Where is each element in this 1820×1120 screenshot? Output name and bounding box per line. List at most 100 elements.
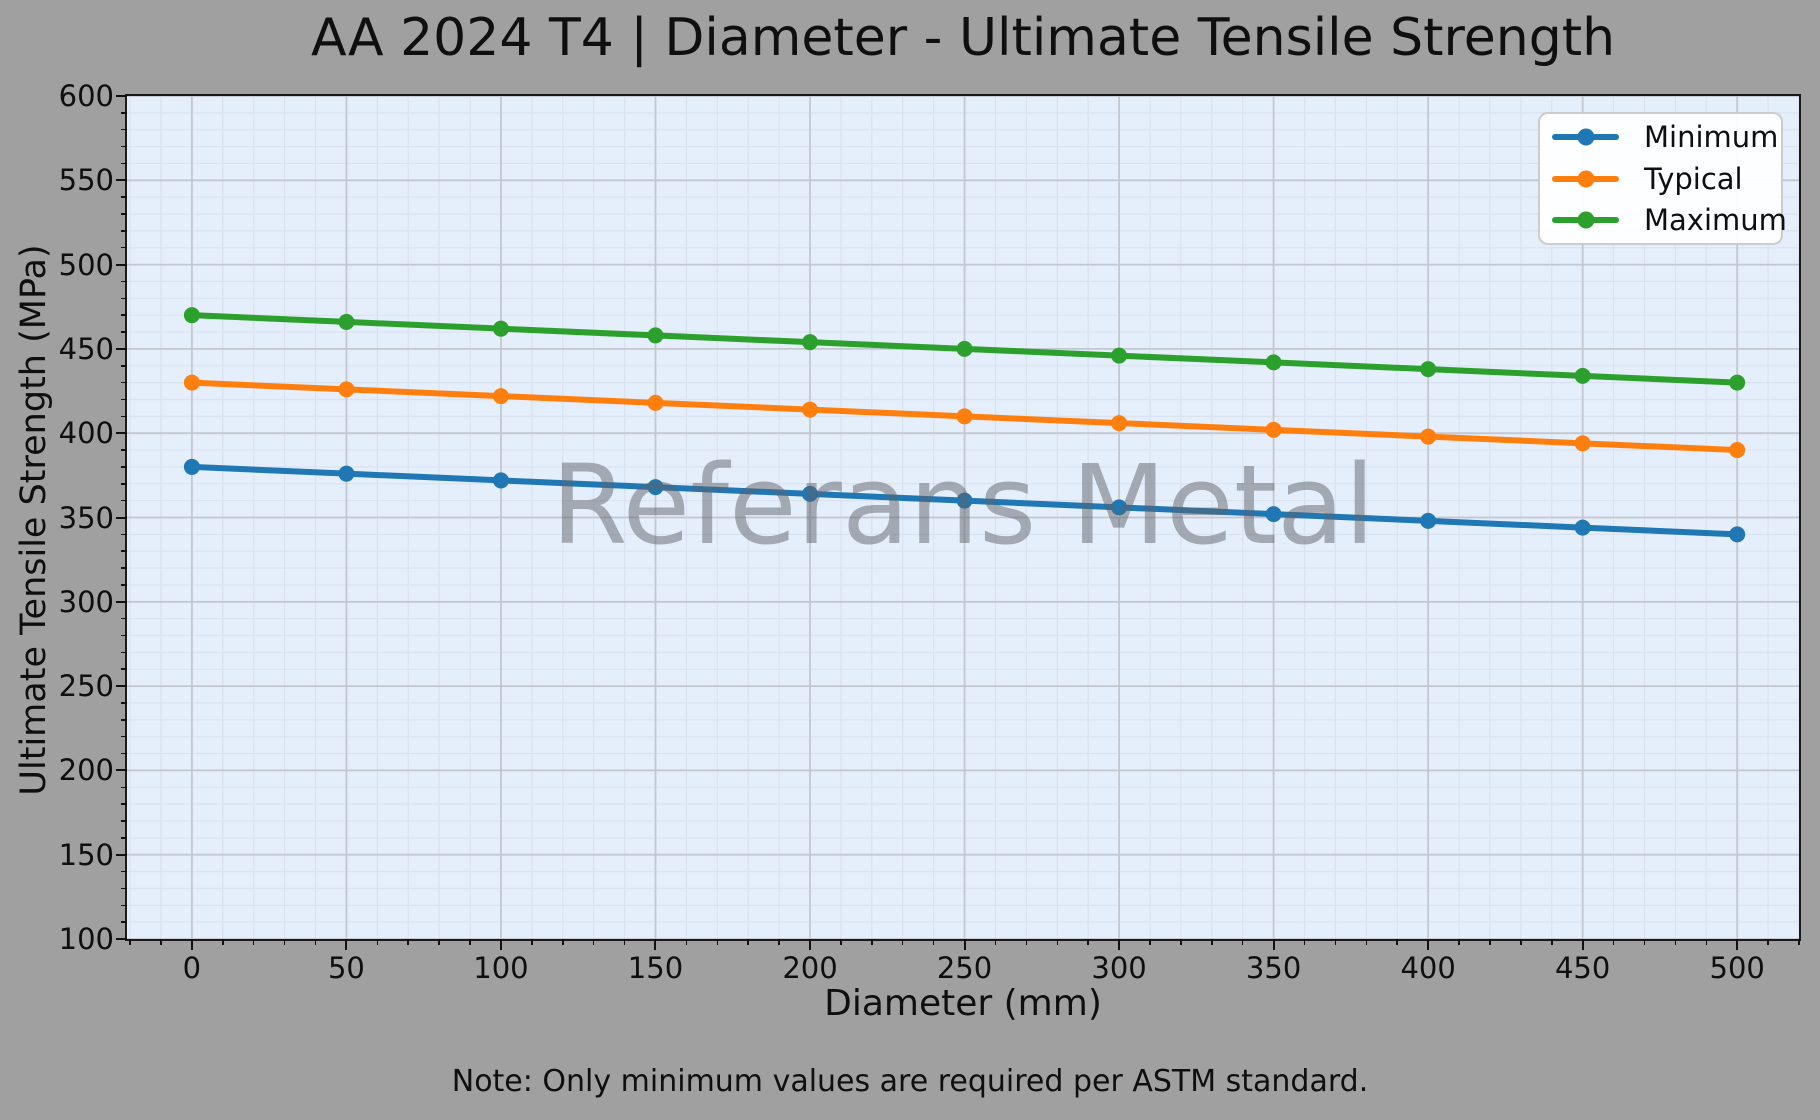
y-minor-tick	[121, 634, 127, 637]
x-minor-tick	[1798, 939, 1800, 945]
data-point-typical	[183, 374, 200, 391]
data-point-minimum	[338, 465, 355, 482]
x-minor-tick	[1520, 939, 1522, 945]
x-major-tick	[1581, 939, 1584, 950]
y-minor-tick	[121, 617, 127, 620]
data-point-maximum	[956, 340, 973, 357]
y-minor-tick	[121, 837, 127, 839]
data-point-typical	[492, 388, 509, 405]
x-minor-tick	[1149, 939, 1151, 945]
y-minor-tick	[121, 719, 127, 721]
data-point-typical	[1265, 421, 1282, 438]
x-minor-tick	[778, 939, 780, 945]
legend-label: Typical	[1644, 161, 1743, 196]
y-tick-label: 600	[58, 79, 114, 113]
x-minor-tick	[1458, 939, 1460, 945]
y-tick-label: 100	[58, 922, 114, 956]
x-minor-tick	[1025, 939, 1028, 945]
data-point-typical	[1574, 435, 1591, 452]
x-minor-tick	[129, 939, 131, 945]
y-minor-tick	[121, 297, 127, 300]
data-point-maximum	[647, 327, 664, 344]
plot-canvas	[127, 96, 1799, 939]
y-minor-tick	[121, 550, 127, 552]
y-minor-tick	[121, 904, 127, 907]
x-minor-tick	[1365, 939, 1368, 945]
x-minor-tick	[1303, 939, 1306, 945]
y-major-tick	[116, 95, 127, 97]
y-minor-tick	[121, 128, 127, 131]
x-minor-tick	[1551, 939, 1553, 945]
y-major-tick	[116, 432, 127, 435]
legend: Minimum Typical Maximum	[1538, 112, 1787, 245]
x-minor-tick	[1087, 939, 1089, 945]
x-minor-tick	[623, 939, 626, 945]
y-minor-tick	[121, 112, 127, 114]
legend-item-minimum: Minimum	[1552, 116, 1778, 158]
y-tick-label: 250	[58, 669, 114, 704]
y-major-tick	[116, 516, 127, 519]
y-minor-tick	[121, 213, 127, 215]
x-tick-label: 300	[1091, 951, 1147, 985]
y-axis-label: Ultimate Tensile Strength (MPa)	[14, 244, 54, 796]
y-major-tick	[116, 179, 127, 182]
x-minor-tick	[531, 939, 533, 945]
x-minor-tick	[1056, 939, 1058, 945]
x-minor-tick	[871, 939, 873, 945]
y-tick-label: 450	[58, 331, 114, 366]
data-point-typical	[338, 381, 355, 398]
y-major-tick	[116, 769, 127, 772]
y-minor-tick	[121, 803, 127, 805]
typical-line-swatch	[1552, 170, 1619, 187]
x-major-tick	[499, 939, 502, 950]
legend-label: Minimum	[1644, 119, 1779, 154]
x-minor-tick	[1211, 939, 1213, 945]
y-minor-tick	[121, 735, 127, 738]
x-tick-label: 200	[782, 951, 838, 985]
y-major-tick	[116, 938, 127, 940]
maximum-line-swatch	[1552, 211, 1619, 229]
x-tick-label: 500	[1709, 951, 1765, 985]
data-point-minimum	[802, 485, 819, 502]
data-point-maximum	[183, 307, 200, 324]
y-minor-tick	[121, 499, 127, 502]
minimum-marker-icon	[1577, 128, 1594, 146]
y-minor-tick	[121, 466, 127, 468]
x-minor-tick	[1489, 939, 1491, 945]
x-major-tick	[1736, 939, 1739, 950]
y-major-tick	[116, 263, 127, 266]
x-tick-label: 400	[1400, 951, 1456, 985]
x-major-tick	[190, 939, 193, 950]
x-minor-tick	[1767, 939, 1769, 945]
x-tick-label: 0	[182, 951, 202, 985]
x-minor-tick	[1334, 939, 1337, 945]
data-point-typical	[647, 394, 664, 411]
y-tick-label: 300	[58, 584, 114, 619]
y-major-tick	[116, 347, 127, 350]
y-minor-tick	[121, 314, 127, 316]
x-minor-tick	[747, 939, 749, 945]
data-point-maximum	[1420, 361, 1437, 378]
y-minor-tick	[121, 449, 127, 451]
x-minor-tick	[716, 939, 719, 945]
x-tick-label: 150	[627, 951, 684, 985]
x-minor-tick	[901, 939, 904, 945]
x-tick-label: 250	[936, 951, 993, 985]
x-tick-label: 100	[473, 951, 529, 985]
legend-item-typical: Typical	[1552, 158, 1769, 200]
data-point-maximum	[1265, 354, 1282, 371]
footnote: Note: Only minimum values are required p…	[451, 1064, 1369, 1099]
x-minor-tick	[160, 939, 162, 945]
x-minor-tick	[252, 939, 255, 945]
y-minor-tick	[121, 398, 127, 401]
y-minor-tick	[121, 331, 127, 333]
chart-title: AA 2024 T4 | Diameter - Ultimate Tensile…	[310, 8, 1616, 68]
y-minor-tick	[121, 145, 127, 148]
x-minor-tick	[314, 939, 317, 945]
x-major-tick	[963, 939, 966, 950]
x-tick-label: 350	[1245, 951, 1302, 985]
x-minor-tick	[222, 939, 224, 945]
x-major-tick	[1427, 939, 1430, 950]
data-point-typical	[1420, 428, 1437, 445]
data-point-maximum	[802, 334, 819, 351]
